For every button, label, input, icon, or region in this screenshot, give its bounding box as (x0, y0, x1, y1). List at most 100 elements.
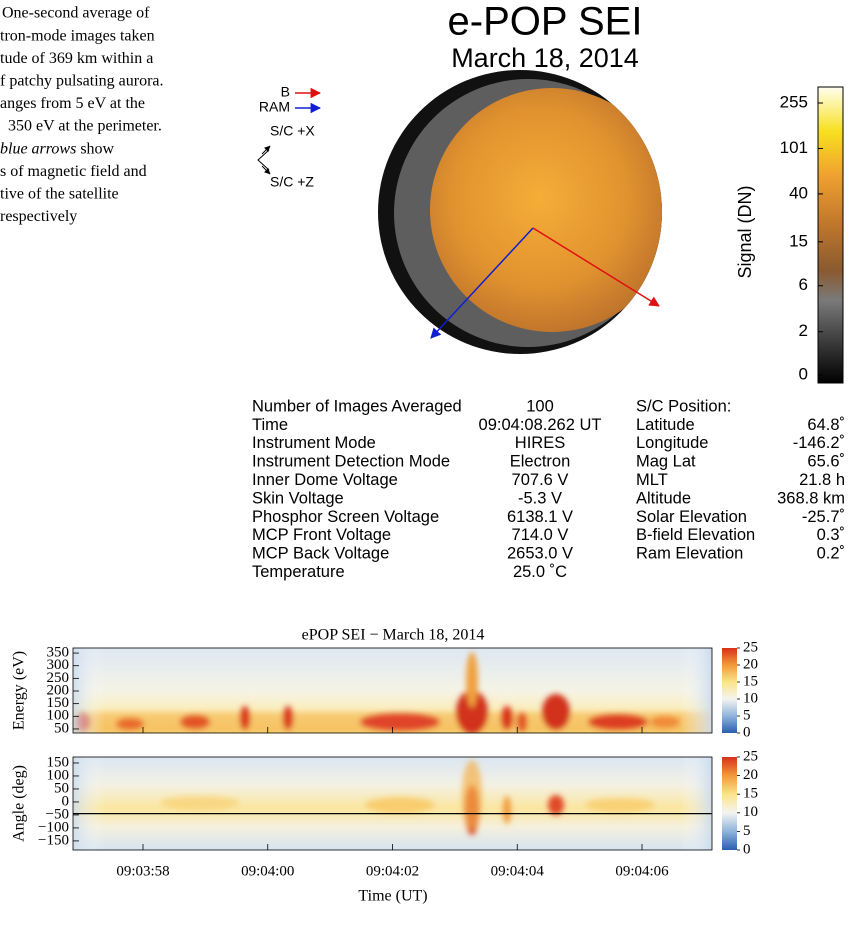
caption-line: tron-mode images taken (0, 27, 155, 44)
caption-line: blue arrows show (0, 140, 115, 157)
colorbar-tick-label: 5 (743, 823, 751, 839)
parameters: Number of Images Averaged 100 Time 09:04:08… (252, 397, 845, 581)
caption-line: s of magnetic field and (0, 163, 147, 180)
legend: B RAM S/C +X S/C +Z (258, 84, 320, 190)
position-label: Latitude (636, 416, 695, 434)
x-tick-label: 09:04:04 (491, 863, 545, 879)
position-label: Solar Elevation (636, 508, 747, 526)
caption: One-second average of tron-mode images ta… (0, 5, 164, 225)
caption-line: anges from 5 eV at the (0, 95, 145, 112)
colorbar-tick-label: 40 (789, 183, 808, 202)
position-label: Longitude (636, 434, 709, 452)
date: March 18, 2014 (451, 43, 639, 73)
caption-line: f patchy pulsating aurora. (0, 72, 164, 89)
position-label: B-field Elevation (636, 526, 755, 544)
parameter-label: MCP Back Voltage (252, 545, 389, 563)
parameter-label: Time (252, 416, 288, 434)
parameter-value: 6138.1 V (507, 508, 573, 526)
parameter-value: 09:04:08.262 UT (479, 416, 602, 434)
x-tick-label: 09:03:58 (116, 863, 169, 879)
colorbar-tick-label: 10 (743, 690, 758, 706)
parameter-value: -5.3 V (518, 489, 562, 507)
position-value: 368.8 km (777, 489, 845, 507)
position-label: MLT (636, 471, 668, 489)
parameter-value: HIRES (515, 434, 565, 452)
position-label: Mag Lat (636, 453, 696, 471)
legend-label: B (281, 84, 290, 100)
legend-label: RAM (259, 99, 290, 115)
colorbar-tick-label: 5 (743, 707, 751, 723)
position-value: 21.8 h (799, 471, 845, 489)
energy-heatmap (73, 648, 712, 734)
parameter-label: Instrument Mode (252, 434, 376, 452)
position-title: S/C Position: (636, 397, 731, 415)
colorbar-tick-label: 0 (743, 724, 751, 740)
y-axis-label: Angle (deg) (11, 765, 28, 842)
x-axis-label: Time (UT) (358, 888, 427, 905)
title: e-POP SEI (448, 0, 643, 44)
position-value: 0.2˚ (817, 545, 845, 563)
parameter-label: Temperature (252, 563, 345, 581)
y-tick-label: 350 (47, 644, 70, 660)
position-label: Altitude (636, 489, 691, 507)
colorbar (722, 648, 737, 733)
page: One-second average of tron-mode images ta… (0, 0, 853, 934)
colorbar (818, 87, 843, 383)
position-value: -146.2˚ (793, 434, 845, 452)
y-axis-label: Energy (eV) (11, 651, 28, 730)
colorbar-tick-label: 20 (743, 656, 758, 672)
x-tick-label: 09:04:02 (366, 863, 419, 879)
parameter-label: MCP Front Voltage (252, 526, 391, 544)
parameter-value: 707.6 V (512, 471, 569, 489)
parameter-label: Instrument Detection Mode (252, 453, 450, 471)
caption-line: tive of the satellite (0, 185, 119, 202)
colorbar-tick-label: 15 (789, 231, 808, 250)
colorbar-label: Signal (DN) (735, 185, 755, 278)
colorbar-tick-label: 20 (743, 767, 758, 783)
colorbar-tick-label: 15 (743, 673, 758, 689)
x-tick-label: 09:04:06 (615, 863, 669, 879)
caption-line: respectively (0, 208, 77, 225)
axis-label: S/C +X (270, 123, 315, 139)
y-tick-label: 150 (47, 754, 70, 770)
spectrogram-title: ePOP SEI − March 18, 2014 (302, 627, 485, 644)
sei-image (378, 70, 674, 354)
caption-line: tude of 369 km within a (0, 50, 153, 67)
parameter-value: 25.0 ˚C (513, 563, 567, 581)
axis-label: S/C +Z (270, 174, 314, 190)
spectrogram: ePOP SEI − March 18, 2014 (11, 627, 758, 905)
parameter-value: 2653.0 V (507, 545, 573, 563)
colorbar-ticks: 0 2 6 15 40 101 255 (780, 92, 823, 383)
colorbar-tick-label: 0 (799, 364, 808, 383)
position-value: 65.6˚ (807, 453, 845, 471)
colorbar-tick-label: 15 (743, 786, 758, 802)
colorbar-tick-label: 101 (780, 138, 808, 157)
angle-heatmap (73, 757, 712, 850)
figure: One-second average of tron-mode images ta… (0, 0, 853, 934)
parameter-label: Skin Voltage (252, 489, 344, 507)
colorbar (722, 757, 737, 850)
colorbar-tick-label: 2 (799, 321, 808, 340)
parameter-value: 714.0 V (512, 526, 569, 544)
parameter-label: Inner Dome Voltage (252, 471, 398, 489)
position-label: Ram Elevation (636, 545, 743, 563)
colorbar-tick-label: 6 (799, 275, 808, 294)
colorbar-tick-label: 25 (743, 639, 758, 655)
parameter-label: Phosphor Screen Voltage (252, 508, 439, 526)
position-value: 0.3˚ (817, 526, 845, 544)
colorbar-tick-label: 25 (743, 748, 758, 764)
colorbar-tick-label: 10 (743, 804, 758, 820)
position-value: -25.7˚ (802, 508, 845, 526)
disk-glow (430, 88, 674, 332)
colorbar-tick-label: 0 (743, 841, 751, 857)
caption-line: 350 eV at the perimeter. (8, 118, 162, 135)
parameter-label: Number of Images Averaged (252, 397, 462, 415)
caption-line: One-second average of (2, 5, 150, 22)
caption-part: blue arrows (0, 140, 76, 157)
position-value: 64.8˚ (807, 416, 845, 434)
parameter-value: 100 (526, 397, 554, 415)
parameter-value: Electron (510, 453, 571, 471)
colorbar-tick-label: 255 (780, 92, 808, 111)
x-tick-label: 09:04:00 (241, 863, 294, 879)
caption-part: show (76, 140, 114, 157)
